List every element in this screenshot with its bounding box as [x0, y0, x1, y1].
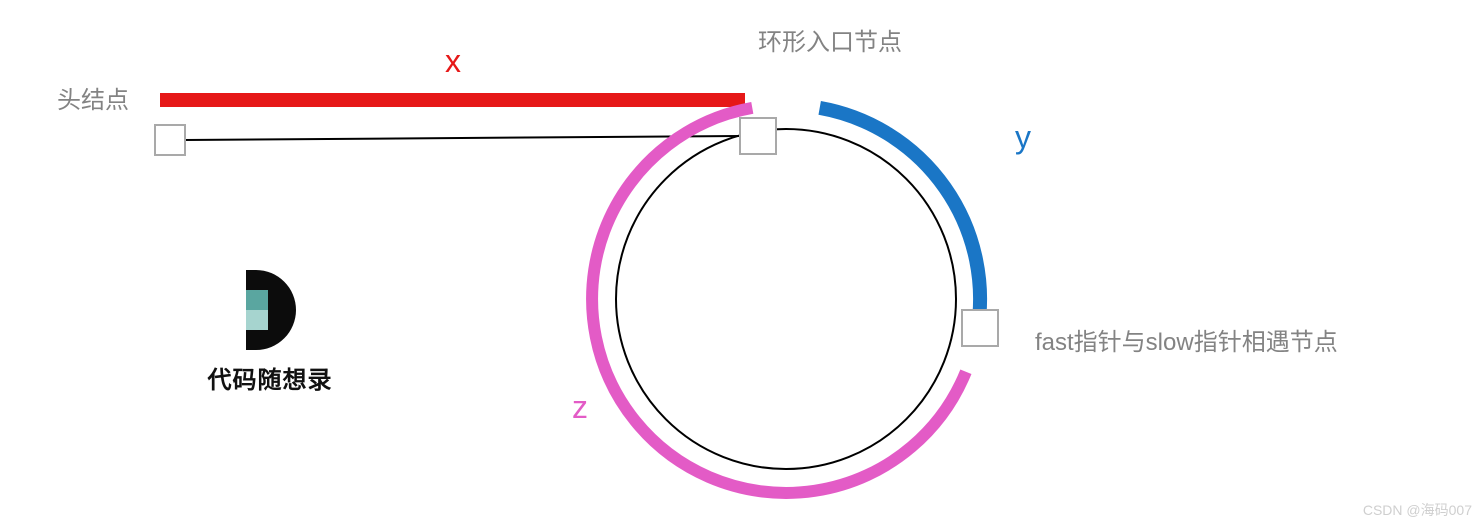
label-head: 头结点 [57, 87, 129, 114]
tail-line [185, 136, 740, 140]
head-node [155, 125, 185, 155]
entry-node [740, 118, 776, 154]
loop-circle [616, 129, 956, 469]
label-meeting: fast指针与slow指针相遇节点 [1035, 329, 1338, 356]
meeting-node [962, 310, 998, 346]
logo-text: 代码随想录 [190, 360, 350, 395]
label-x: x [445, 43, 461, 79]
label-y: y [1015, 119, 1031, 155]
segment-z-arc [592, 108, 966, 493]
logo-icon [230, 270, 310, 350]
diagram-canvas: 头结点 环形入口节点 fast指针与slow指针相遇节点 x y z [0, 0, 1484, 526]
label-z: z [572, 389, 588, 425]
logo-block: 代码随想录 [190, 270, 350, 395]
label-entry: 环形入口节点 [758, 29, 902, 56]
watermark-text: CSDN @海码007 [1363, 500, 1472, 520]
